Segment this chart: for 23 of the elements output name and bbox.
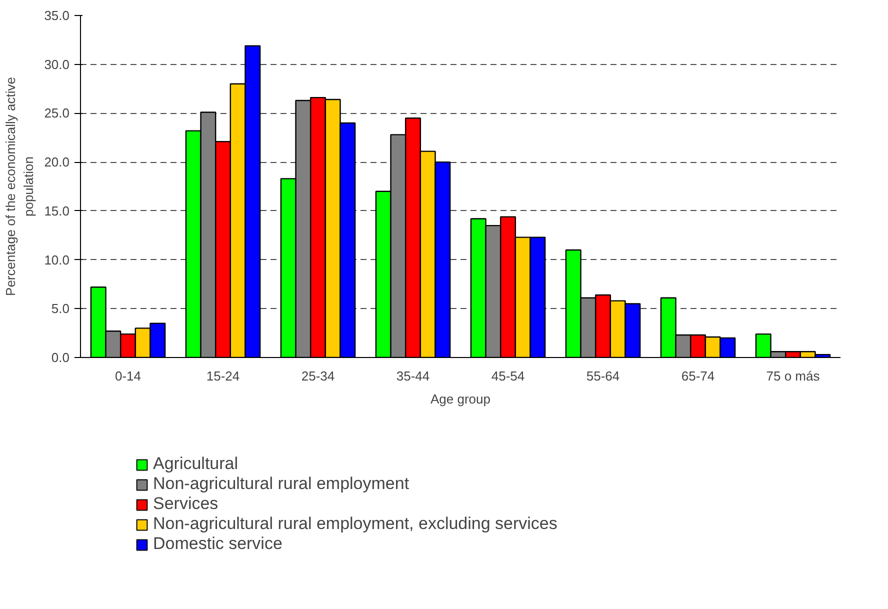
y-tick-label: 15.0 [44,203,70,218]
y-tick-label: 30.0 [44,56,70,72]
y-tick-label: 10.0 [44,252,70,268]
legend-label: Services [153,494,218,514]
y-tick-label: 35.0 [44,8,70,23]
legend-label: Non-agricultural rural employment, excluding services [153,514,558,534]
y-tick-label: 5.0 [51,301,70,316]
legend-label: Domestic service [153,534,282,554]
x-tick-label: 45-54 [491,368,525,384]
legend-label: Non-agricultural rural employment [153,474,410,494]
x-tick-label: 15-24 [206,368,240,384]
x-tick-label: 65-74 [681,368,715,384]
x-tick-label: 35-44 [396,368,430,384]
x-tick-label: 55-64 [586,368,620,384]
x-tick-label: 75 o más [766,368,820,384]
y-tick-label: 0.0 [51,350,70,365]
x-tick-label: 0-14 [114,368,142,384]
y-tick-label: 25.0 [44,106,70,121]
y-tick-label: 20.0 [44,154,70,170]
x-tick-label: 25-34 [301,368,335,384]
y-axis-title: Percentage of the economically active population [3,77,36,296]
legend-label: Agricultural [153,454,238,474]
x-axis-title: Age group [430,392,491,406]
